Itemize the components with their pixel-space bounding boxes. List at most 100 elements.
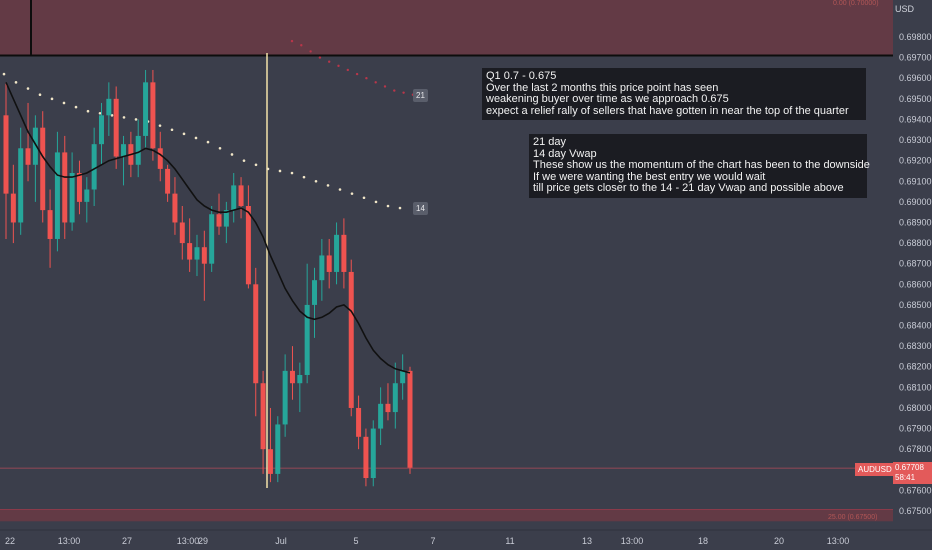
ma21-dot: [328, 60, 331, 63]
annotation-note-q1[interactable]: Q1 0.7 - 0.675 Over the last 2 months th…: [482, 68, 866, 120]
candle-body: [334, 234, 340, 272]
candle-body: [312, 280, 318, 305]
candle-body: [121, 144, 127, 157]
candle-body: [157, 148, 163, 169]
ma14-dot: [122, 116, 126, 119]
candle-body: [282, 370, 288, 425]
candle-body: [407, 370, 413, 468]
ma21-dot: [393, 89, 396, 92]
time-tick-label: 13:00: [177, 536, 200, 546]
bottom-zone-label: 25.00 (0.67500): [828, 514, 878, 521]
symbol-tag: AUDUSD: [855, 463, 895, 476]
ma14-dot: [50, 97, 54, 101]
time-tick-label: 13:00: [621, 536, 644, 546]
candle-body: [143, 82, 149, 136]
candle-body: [260, 383, 266, 450]
candle-body: [201, 247, 207, 264]
ma14-dot: [182, 132, 186, 136]
ma21-dot: [346, 68, 349, 72]
price-tick-label: 0.68100: [899, 382, 932, 392]
candle-body: [32, 127, 38, 165]
price-tick-label: 0.69100: [899, 176, 932, 186]
countdown-timer: 58:41: [895, 473, 916, 482]
price-tick-label: 0.68300: [899, 341, 932, 351]
price-tick-label: 0.68700: [899, 259, 932, 269]
candle-body: [84, 189, 90, 202]
candle-body: [106, 98, 112, 116]
candle-body: [289, 370, 295, 384]
price-tick-label: 0.69600: [899, 73, 932, 83]
price-tick-label: 0.69700: [899, 53, 932, 63]
note-line: weakening buyer over time as we approach…: [486, 93, 729, 105]
price-tick-label: 0.69300: [899, 135, 932, 145]
currency-label: USD: [894, 4, 914, 14]
ma21-dot: [300, 44, 303, 47]
candle-body: [238, 185, 244, 206]
candle-body: [10, 193, 16, 223]
ma14-dot: [290, 171, 294, 175]
note-line: expect a relief rally of sellers that ha…: [486, 104, 849, 117]
ma21-dot: [383, 85, 387, 88]
ma14-dot: [362, 196, 366, 200]
ma21-dot: [365, 77, 368, 80]
price-zone: [0, 0, 893, 56]
candle-body: [253, 284, 259, 384]
ma14-dot: [194, 136, 198, 140]
price-tick-label: 0.68400: [899, 321, 932, 331]
candle-body: [319, 255, 325, 281]
time-tick-label: 18: [698, 536, 708, 546]
candle-body: [223, 210, 229, 227]
price-tick-label: 0.68000: [899, 403, 932, 413]
candle-body: [400, 370, 406, 384]
ma14-dot: [326, 184, 330, 187]
annotation-note-vwap[interactable]: 21 day 14 day Vwap These show us the mom…: [529, 134, 870, 198]
note-line: 21 day: [533, 136, 567, 148]
candle-body: [62, 152, 68, 223]
price-zone: [0, 509, 893, 522]
ma21-dot: [290, 39, 294, 43]
time-tick-label: 7: [430, 536, 435, 546]
ma14-dot: [254, 163, 258, 167]
last-price-tag: 0.67708 58:41: [893, 462, 932, 484]
price-tick-label: 0.68500: [899, 300, 932, 310]
ma14-dot: [278, 169, 282, 173]
candle-body: [150, 82, 156, 149]
ma14-dot: [230, 153, 234, 156]
note-line: Q1 0.7 - 0.675: [486, 70, 557, 82]
candle-body: [179, 222, 185, 244]
ma14-dot: [242, 159, 246, 162]
candle-body: [385, 403, 391, 413]
candle-body: [245, 205, 251, 285]
note-line: till price gets closer to the 14 - 21 da…: [533, 182, 844, 194]
candle-body: [172, 193, 178, 223]
candle-body: [341, 234, 347, 272]
price-tick-label: 0.67600: [899, 485, 932, 495]
candle-body: [25, 148, 31, 165]
ma14-dot: [158, 124, 162, 127]
ma14-dot: [350, 192, 354, 195]
time-tick-label: 20: [774, 536, 784, 546]
ma14-dot: [338, 188, 342, 191]
moving-average-line: [5, 81, 411, 374]
ma21-dot: [355, 72, 359, 76]
candle-body: [356, 407, 362, 437]
candle-body: [216, 214, 222, 227]
ma14-dot: [134, 118, 138, 121]
candle-body: [275, 424, 281, 474]
ma14-dot: [266, 167, 270, 171]
last-price-value: 0.67708: [895, 463, 924, 472]
candle-body: [3, 115, 9, 194]
ma14-dot: [218, 146, 222, 150]
price-tick-label: 0.68200: [899, 362, 932, 372]
time-tick-label: Jul: [275, 536, 287, 546]
candle-body: [378, 403, 384, 429]
ma21-dot: [318, 56, 322, 59]
time-tick-label: 29: [198, 536, 208, 546]
price-tick-label: 0.68800: [899, 238, 932, 248]
ma21-dot: [402, 91, 405, 94]
ma14-dot: [398, 206, 402, 210]
ma14-dot: [302, 175, 306, 179]
time-tick-label: 13:00: [827, 536, 850, 546]
candle-body: [18, 148, 24, 223]
